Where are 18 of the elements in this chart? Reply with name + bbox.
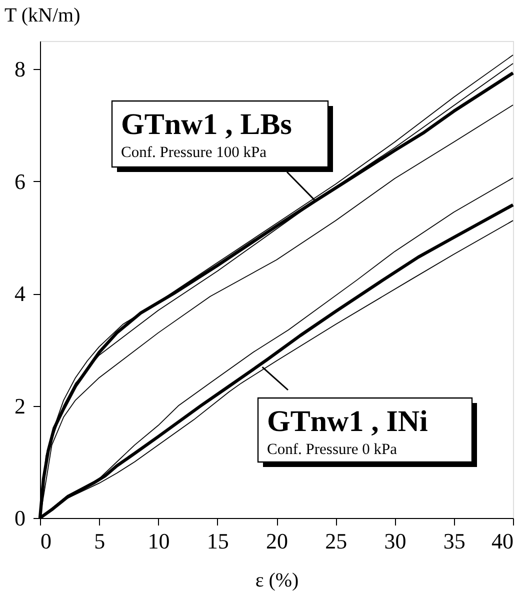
x-axis-title: ε (%)	[255, 570, 299, 592]
y-tick-label: 0	[14, 506, 26, 530]
annotation: GTnw1 , LBs Conf. Pressure 100 kPa	[121, 108, 292, 161]
x-tick-label: 20	[266, 528, 288, 554]
x-tick-label: 10	[148, 528, 170, 554]
x-tick-label: 35	[443, 528, 466, 554]
y-axis-title: T (kN/m)	[4, 4, 80, 26]
x-tick-label: 5	[94, 528, 106, 554]
annotation: GTnw1 , INi Conf. Pressure 0 kPa	[267, 405, 428, 458]
x-tick-label: 25	[325, 528, 348, 554]
y-tick-label: 2	[14, 393, 26, 418]
x-tick-label: 0	[40, 528, 52, 554]
y-tick-label: 4	[14, 281, 26, 306]
x-tick-label: 30	[384, 528, 406, 554]
y-tick-label: 6	[14, 168, 26, 194]
y-tick-label: 8	[14, 56, 26, 82]
x-tick-label: 40	[492, 528, 514, 554]
x-tick-label: 15	[206, 528, 229, 554]
